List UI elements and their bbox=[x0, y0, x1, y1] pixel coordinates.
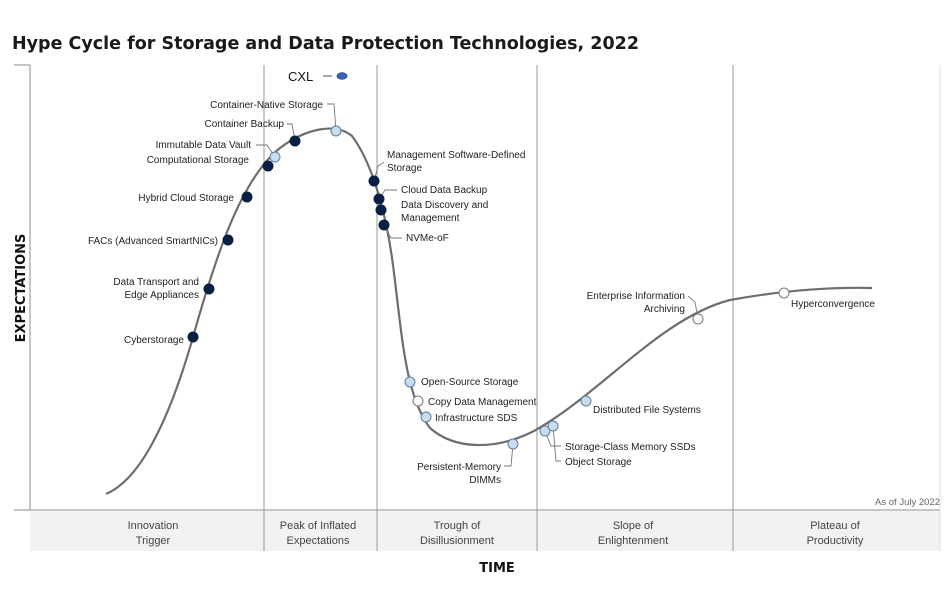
point-hybrid-cloud-storage bbox=[241, 191, 253, 203]
label-copy-data-management: Copy Data Management bbox=[428, 397, 537, 408]
point-storage-class-memory-ssds bbox=[539, 425, 551, 437]
label-nvme-of: NVMe-oF bbox=[406, 233, 449, 244]
phase-labels: Innovation Trigger Peak of Inflated Expecta… bbox=[128, 520, 864, 547]
label-management-software-defined-storage: Management Software-Defined Storage bbox=[387, 150, 525, 174]
cxl-marker bbox=[336, 72, 348, 80]
phase-label-3: Disillusionment bbox=[420, 535, 494, 547]
x-axis-title: TIME bbox=[479, 561, 515, 576]
plot-frame bbox=[14, 64, 941, 551]
hype-curve bbox=[105, 127, 873, 496]
leader-container-native-storage bbox=[327, 103, 337, 132]
y-axis-title: EXPECTATIONS bbox=[14, 234, 29, 343]
point-enterprise-information-archiving bbox=[692, 313, 704, 325]
phase-label-2: Expectations bbox=[287, 535, 350, 547]
cxl-legend: CXL bbox=[288, 69, 348, 84]
label-object-storage: Object Storage bbox=[565, 457, 632, 468]
point-data-discovery-and-management bbox=[375, 204, 387, 216]
label-immutable-data-vault: Immutable Data Vault bbox=[156, 140, 252, 151]
leader-enterprise-information-archiving bbox=[687, 295, 699, 320]
label-data-transport-and-edge-appliances: Data Transport and Edge Appliances bbox=[113, 277, 199, 301]
leader-object-storage bbox=[552, 425, 561, 462]
phase-label-2: Peak of Inflated bbox=[280, 520, 356, 532]
point-cloud-data-backup bbox=[373, 193, 385, 205]
point-nvme-of bbox=[378, 219, 390, 231]
cxl-label: CXL bbox=[288, 69, 313, 84]
point-infrastructure-sds bbox=[420, 411, 432, 423]
phase-label-5: Productivity bbox=[807, 535, 864, 547]
point-distributed-file-systems bbox=[580, 395, 592, 407]
label-computational-storage: Computational Storage bbox=[147, 155, 250, 166]
phase-label-4: Slope of bbox=[613, 520, 654, 532]
label-storage-class-memory-ssds: Storage-Class Memory SSDs bbox=[565, 442, 696, 453]
leader-persistent-memory-dimms bbox=[504, 443, 514, 467]
phase-band bbox=[30, 511, 940, 551]
label-data-discovery-and-management: Data Discovery and Management bbox=[401, 200, 488, 224]
technology-labels: Cyberstorage Data Transport and Edge Appli… bbox=[88, 100, 875, 486]
point-management-software-defined-storage bbox=[368, 175, 380, 187]
point-facs-advanced-smartnics bbox=[222, 234, 234, 246]
point-cyberstorage bbox=[187, 331, 199, 343]
leader-container-backup bbox=[287, 123, 296, 142]
label-persistent-memory-dimms: Persistent-Memory DIMMs bbox=[417, 462, 501, 486]
point-hyperconvergence bbox=[778, 287, 790, 299]
point-copy-data-management bbox=[412, 395, 424, 407]
phase-dividers bbox=[263, 65, 734, 551]
label-hybrid-cloud-storage: Hybrid Cloud Storage bbox=[138, 193, 234, 204]
point-immutable-data-vault bbox=[269, 151, 281, 163]
point-container-native-storage bbox=[330, 125, 342, 137]
label-container-backup: Container Backup bbox=[205, 119, 285, 130]
label-cyberstorage: Cyberstorage bbox=[124, 335, 184, 346]
phase-label-5: Plateau of bbox=[810, 520, 860, 532]
label-hyperconvergence: Hyperconvergence bbox=[791, 299, 875, 310]
point-data-transport-and-edge-appliances bbox=[203, 283, 215, 295]
phase-label-1: Trigger bbox=[136, 535, 171, 547]
point-computational-storage bbox=[262, 160, 274, 172]
label-facs-advanced-smartnics: FACs (Advanced SmartNICs) bbox=[88, 236, 218, 247]
label-enterprise-information-archiving: Enterprise Information Archiving bbox=[587, 291, 685, 315]
point-object-storage bbox=[547, 420, 559, 432]
phase-label-1: Innovation bbox=[128, 520, 179, 532]
label-infrastructure-sds: Infrastructure SDS bbox=[435, 413, 518, 424]
phase-label-3: Trough of bbox=[434, 520, 482, 532]
label-distributed-file-systems: Distributed File Systems bbox=[593, 405, 701, 416]
phase-label-4: Enlightenment bbox=[598, 535, 668, 547]
chart-title: Hype Cycle for Storage and Data Protecti… bbox=[12, 34, 639, 54]
label-cloud-data-backup: Cloud Data Backup bbox=[401, 185, 488, 196]
point-persistent-memory-dimms bbox=[507, 438, 519, 450]
as-of-note: As of July 2022 bbox=[875, 497, 940, 508]
label-open-source-storage: Open-Source Storage bbox=[421, 377, 519, 388]
label-container-native-storage: Container-Native Storage bbox=[210, 100, 323, 111]
point-open-source-storage bbox=[404, 376, 416, 388]
technology-points bbox=[187, 125, 790, 450]
point-container-backup bbox=[289, 135, 301, 147]
